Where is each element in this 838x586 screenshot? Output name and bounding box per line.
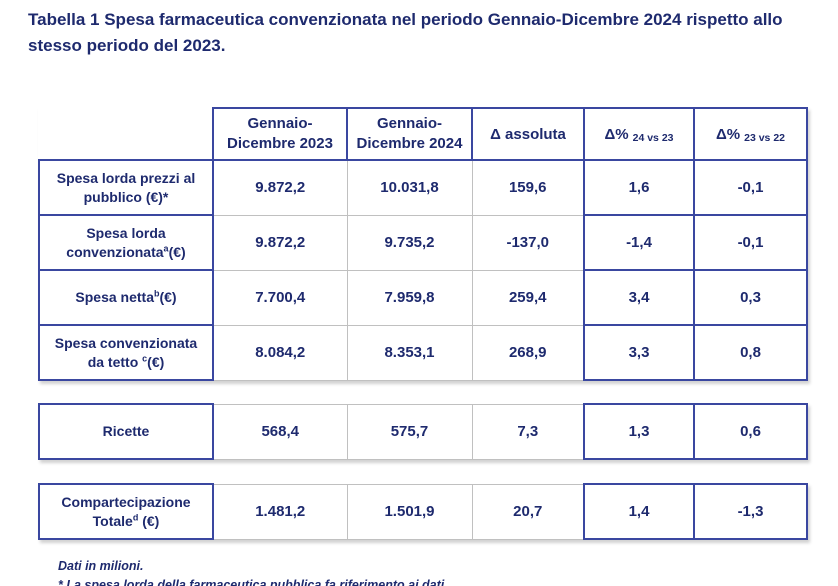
row-label-text: Compartecipazione Totale [61,494,191,529]
row-label-sup: b [153,288,160,299]
data-cell: 1.501,9 [346,483,473,540]
row-spesa-convenzionata-da-tetto: Spesa convenzionata da tetto c(€) 8.084,… [38,324,808,381]
data-cell: 3,3 [583,324,695,381]
row-label: Ricette [38,403,214,460]
data-cell: 7.700,4 [212,269,348,326]
row-ricette: Ricette 568,4 575,7 7,3 1,3 0,6 [38,403,808,460]
col-header-gennaio-dicembre-2024: Gennaio- Dicembre 2024 [346,107,473,161]
data-cell: 268,9 [471,324,585,381]
row-label: Compartecipazione Totaled (€) [38,483,214,540]
data-cell: 1.481,2 [212,483,348,540]
data-cell: 8.353,1 [346,324,473,381]
data-cell: -0,1 [693,214,808,271]
compartecipazione-table: Compartecipazione Totaled (€) 1.481,2 1.… [38,483,808,540]
row-label-text: (€) [138,512,160,529]
data-cell: 8.084,2 [212,324,348,381]
col-header-delta-assoluta: Δ assoluta [471,107,585,161]
delta-pct-symbol: Δ% [604,125,629,143]
data-cell: 1,6 [583,159,695,216]
row-label-text: Ricette [102,423,150,440]
data-cell: 159,6 [471,159,585,216]
header-line: Dicembre 2023 [227,135,333,152]
delta-pct-subscript: 23 vs 22 [744,131,785,144]
row-label-text: Spesa lorda convenzionata [66,225,166,260]
data-cell: 20,7 [471,483,585,540]
data-cell: 0,8 [693,324,808,381]
row-label-text: (€) [147,353,165,370]
row-label: Spesa lorda convenzionataa(€) [38,214,214,271]
title-line-2: stesso periodo del 2023. [28,36,226,55]
ricette-table: Ricette 568,4 575,7 7,3 1,3 0,6 [38,403,808,460]
row-label-text: (€) [159,289,177,306]
row-label-sup: a [163,242,169,253]
data-cell: 7.959,8 [346,269,473,326]
data-cell: 0,6 [693,403,808,460]
footnote-partial-clipped: * La spesa lorda della farmaceutica pubb… [58,578,445,586]
main-table: Gennaio- Dicembre 2023 Gennaio- Dicembre… [38,107,808,381]
data-cell: 9.872,2 [212,214,348,271]
row-label: Spesa lorda prezzi al pubblico (€)* [38,159,214,216]
data-cell: 575,7 [346,403,473,460]
row-spesa-lorda-convenzionata: Spesa lorda convenzionataa(€) 9.872,2 9.… [38,214,808,271]
row-label-text: Spesa lorda prezzi al pubblico (€)* [56,170,196,205]
row-label: Spesa nettab(€) [38,269,214,326]
header-line: Gennaio- [376,114,442,132]
data-cell: 9.872,2 [212,159,348,216]
col-header-gennaio-dicembre-2023: Gennaio- Dicembre 2023 [212,107,348,161]
data-cell: 1,4 [583,483,695,540]
delta-pct-subscript: 24 vs 23 [632,131,674,144]
data-cell: 3,4 [583,269,695,326]
data-cell: 10.031,8 [346,159,473,216]
data-cell: 1,3 [583,403,695,460]
row-label-text: (€) [168,243,186,260]
data-cell: 9.735,2 [346,214,473,271]
corner-empty-cell [39,108,213,160]
row-spesa-netta: Spesa nettab(€) 7.700,4 7.959,8 259,4 3,… [38,269,808,326]
data-cell: 259,4 [471,269,585,326]
delta-pct-symbol: Δ% [716,125,741,143]
page-title: Tabella 1 Spesa farmaceutica convenziona… [28,7,834,59]
row-spesa-lorda-prezzi-pubblico: Spesa lorda prezzi al pubblico (€)* 9.87… [38,159,808,216]
row-label-text: Spesa convenzionata da tetto [54,335,198,370]
header-line: Dicembre 2024 [356,135,463,152]
row-compartecipazione-totale: Compartecipazione Totaled (€) 1.481,2 1.… [38,483,808,540]
data-cell: -137,0 [471,214,585,271]
data-cell: 0,3 [693,269,808,326]
row-label: Spesa convenzionata da tetto c(€) [38,324,214,381]
header-row: Gennaio- Dicembre 2023 Gennaio- Dicembre… [39,107,808,161]
title-line-1: Tabella 1 Spesa farmaceutica convenziona… [28,10,783,29]
data-cell: 7,3 [471,403,585,460]
col-header-delta-pct-23-vs-22: Δ% 23 vs 22 [693,107,808,161]
footnote-dati-in-milioni: Dati in milioni. [58,559,144,573]
row-label-text: Spesa netta [75,289,154,306]
row-label-sup: c [142,352,148,363]
data-cell: -0,1 [693,159,808,216]
data-cell: -1,3 [693,483,808,540]
col-header-delta-pct-24-vs-23: Δ% 24 vs 23 [583,107,695,161]
data-cell: 568,4 [212,403,348,460]
header-line: Gennaio- [247,114,313,132]
data-cell: -1,4 [583,214,695,271]
row-label-sup: d [132,511,139,522]
